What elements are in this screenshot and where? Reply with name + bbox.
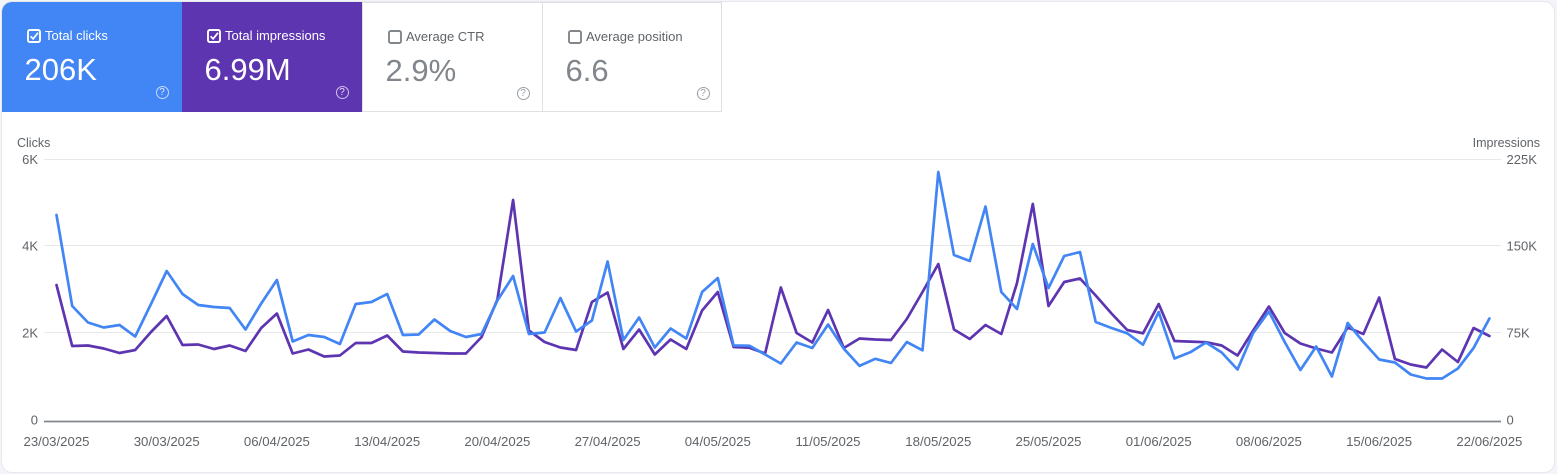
svg-text:25/05/2025: 25/05/2025 [1015,434,1081,449]
svg-text:11/05/2025: 11/05/2025 [795,434,860,449]
svg-text:30/03/2025: 30/03/2025 [134,434,200,449]
svg-text:18/05/2025: 18/05/2025 [905,434,971,449]
svg-text:75K: 75K [1507,325,1530,340]
svg-text:6K: 6K [22,152,38,167]
svg-text:225K: 225K [1507,152,1538,167]
svg-text:0: 0 [1507,412,1514,427]
svg-text:27/04/2025: 27/04/2025 [575,434,641,449]
svg-text:08/06/2025: 08/06/2025 [1236,434,1302,449]
svg-text:Clicks: Clicks [17,136,50,150]
svg-text:13/04/2025: 13/04/2025 [354,434,420,449]
svg-text:15/06/2025: 15/06/2025 [1346,434,1412,449]
svg-text:20/04/2025: 20/04/2025 [464,434,530,449]
svg-text:0: 0 [31,412,38,427]
svg-text:4K: 4K [22,238,38,253]
svg-text:23/03/2025: 23/03/2025 [23,434,89,449]
svg-text:01/06/2025: 01/06/2025 [1126,434,1192,449]
svg-text:04/05/2025: 04/05/2025 [685,434,751,449]
svg-text:150K: 150K [1507,238,1538,253]
svg-text:22/06/2025: 22/06/2025 [1456,434,1522,449]
svg-text:2K: 2K [22,325,38,340]
svg-text:Impressions: Impressions [1473,136,1540,150]
svg-text:06/04/2025: 06/04/2025 [244,434,310,449]
